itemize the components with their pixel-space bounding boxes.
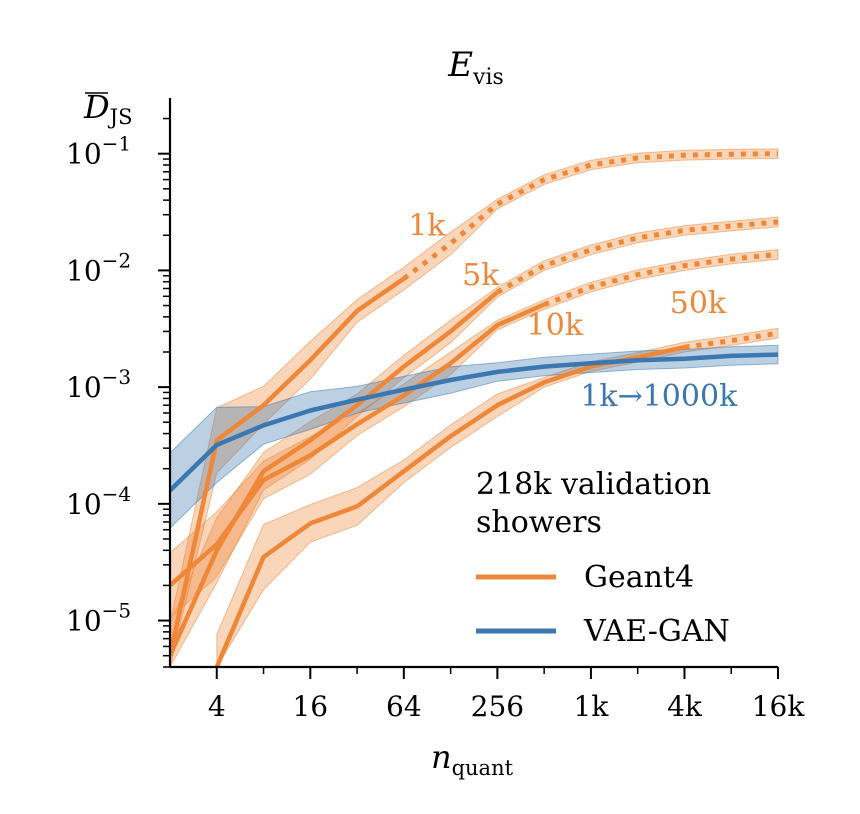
svg-text:DJS: DJS — [83, 88, 132, 129]
y-tick-label: 10−4 — [66, 482, 131, 521]
legend: 218k validation showers Geant4 VAE-GAN — [476, 467, 730, 649]
series-labels: 1k 5k 10k 50k 1k→1000k — [408, 208, 738, 414]
legend-label-geant4: Geant4 — [584, 560, 694, 595]
x-tick-label: 16 — [292, 690, 328, 723]
y-tick-label: 10−5 — [66, 599, 131, 638]
line-geant4-0 — [170, 276, 406, 657]
x-tick-label: 256 — [471, 690, 524, 723]
x-tick-label: 4 — [208, 690, 226, 723]
line-vaegan-4 — [170, 352, 779, 493]
x-tick-label: 1k — [574, 690, 610, 723]
band-geant4-1 — [170, 216, 779, 667]
legend-label-vaegan: VAE-GAN — [583, 614, 730, 649]
y-tick-label: 10−2 — [66, 248, 131, 287]
x-axis-label: nquant — [431, 738, 514, 780]
x-tick-label: 64 — [386, 690, 422, 723]
series-lines — [170, 151, 779, 667]
series-label-geant4-0: 1k — [408, 208, 446, 243]
series-label-geant4-2: 10k — [527, 308, 584, 343]
series-label-geant4-1: 5k — [462, 258, 500, 293]
series-label-geant4-3: 50k — [670, 286, 727, 321]
legend-title-line-2: showers — [476, 505, 602, 540]
axes: 4 16 64 256 1k 4k 16k 10−5 10−4 10−3 10−2 10−1 — [66, 98, 805, 723]
chart-title: Evis — [447, 45, 504, 90]
y-axis-label: DJS — [83, 88, 132, 129]
x-ticks: 4 16 64 256 1k 4k 16k — [208, 667, 805, 723]
legend-title-line-1: 218k validation — [476, 467, 711, 502]
line-geant4-2 — [170, 302, 546, 588]
y-tick-label: 10−1 — [66, 132, 131, 171]
x-tick-label: 16k — [752, 690, 806, 723]
y-ticks: 10−5 10−4 10−3 10−2 10−1 — [66, 117, 170, 668]
line-dotted-geant4-3 — [684, 330, 779, 350]
y-tick-label: 10−3 — [66, 365, 131, 404]
band-geant4-3 — [216, 327, 779, 667]
x-tick-label: 4k — [667, 690, 703, 723]
band-geant4-0 — [170, 148, 779, 667]
line-dotted-geant4-2 — [543, 251, 779, 307]
series-label-vaegan-4: 1k→1000k — [580, 379, 738, 414]
